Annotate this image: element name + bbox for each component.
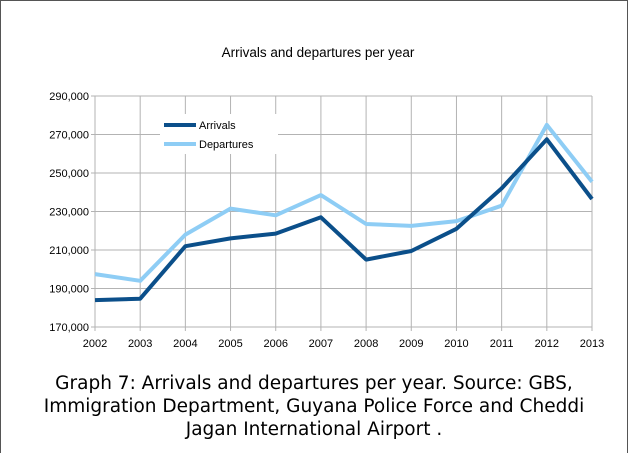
x-tick-label: 2013 [580,338,604,350]
chart-title: Arrivals and departures per year [222,45,415,60]
x-tick-label: 2009 [399,338,423,350]
y-tick-label: 210,000 [49,245,89,257]
figure-caption: Graph 7: Arrivals and departures per yea… [0,372,628,441]
caption-line-3: Jagan International Airport . [185,419,443,440]
x-tick-label: 2011 [490,338,514,350]
x-tick-label: 2007 [309,338,333,350]
x-tick-label: 2006 [263,338,287,350]
y-tick-label: 170,000 [49,322,89,334]
x-tick-label: 2003 [128,338,152,350]
x-tick-label: 2008 [354,338,378,350]
legend-label-arrivals: Arrivals [199,120,236,132]
y-tick-label: 290,000 [49,91,89,103]
x-tick-label: 2005 [218,338,242,350]
line-chart: Arrivals and departures per year 170,000… [49,45,604,350]
series-line-arrivals [94,137,594,303]
series-line-departures [94,122,594,283]
caption-line-2: Immigration Department, Guyana Police Fo… [43,396,585,417]
legend-box [160,114,278,154]
x-tick-label: 2010 [444,338,468,350]
y-tick-label: 230,000 [49,207,89,219]
y-tick-label: 190,000 [49,284,89,296]
y-tick-label: 270,000 [49,130,89,142]
caption-line-1: Graph 7: Arrivals and departures per yea… [55,373,573,394]
x-tick-label: 2004 [173,338,197,350]
y-tick-label: 250,000 [49,168,89,180]
legend-label-departures: Departures [199,139,254,151]
x-tick-label: 2012 [535,338,559,350]
x-tick-label: 2002 [83,338,107,350]
